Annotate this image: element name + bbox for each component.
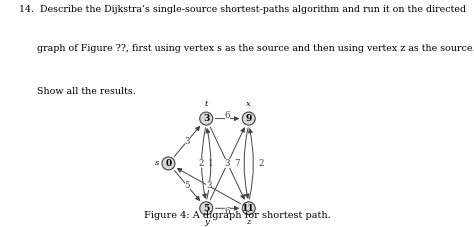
Text: 2: 2 (258, 159, 264, 168)
Text: x: x (246, 100, 251, 109)
Circle shape (242, 112, 255, 125)
Circle shape (200, 112, 213, 125)
Circle shape (162, 157, 175, 170)
Circle shape (242, 202, 255, 215)
Text: 1: 1 (209, 159, 214, 168)
Text: 14.  Describe the Dijkstra’s single-source shortest-paths algorithm and run it o: 14. Describe the Dijkstra’s single-sourc… (19, 5, 466, 15)
Text: Figure 4: A digraph for shortest path.: Figure 4: A digraph for shortest path. (144, 211, 330, 220)
Text: 0: 0 (165, 159, 172, 168)
Text: graph of Figure ??, first using vertex s as the source and then using vertex z a: graph of Figure ??, first using vertex s… (19, 44, 474, 53)
Text: 3: 3 (225, 159, 230, 168)
Text: 5: 5 (184, 181, 190, 190)
Text: 3: 3 (185, 136, 190, 146)
Text: t: t (205, 100, 208, 109)
Text: z: z (246, 218, 251, 227)
Text: 2: 2 (199, 159, 204, 168)
Circle shape (200, 202, 213, 215)
Text: 3: 3 (203, 114, 210, 123)
Text: 6: 6 (225, 207, 230, 216)
Text: 7: 7 (234, 159, 239, 168)
Text: 5: 5 (203, 204, 210, 213)
Text: Show all the results.: Show all the results. (19, 87, 136, 96)
Text: y: y (204, 218, 209, 227)
Text: 3: 3 (206, 181, 211, 190)
Text: 9: 9 (246, 114, 252, 123)
Text: s: s (155, 159, 159, 168)
Text: 11: 11 (242, 204, 255, 213)
Text: 4: 4 (225, 159, 230, 168)
Text: 6: 6 (225, 111, 230, 120)
